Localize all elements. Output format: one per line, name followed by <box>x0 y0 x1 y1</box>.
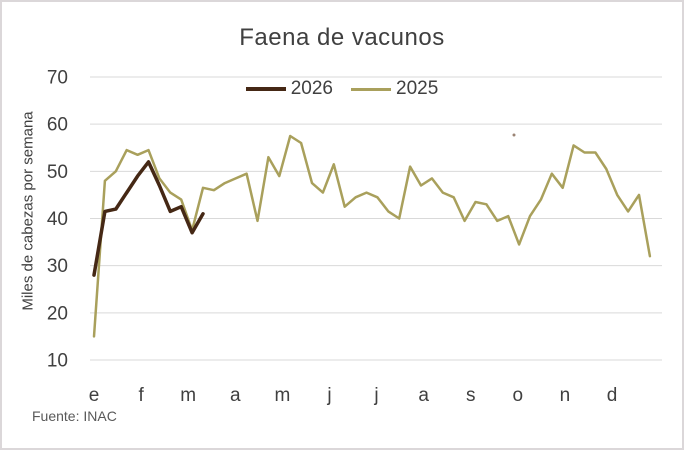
x-month-label-6: j <box>326 385 331 406</box>
y-tick-label-70: 70 <box>47 68 68 89</box>
y-tick-label-60: 60 <box>47 115 68 136</box>
x-month-label-9: s <box>466 385 476 406</box>
legend-line-swatch-2025 <box>351 87 391 91</box>
legend-label-2026: 2026 <box>290 78 333 99</box>
x-month-label-7: j <box>373 385 378 406</box>
x-month-label-3: m <box>180 385 196 406</box>
y-tick-label-50: 50 <box>47 162 68 183</box>
legend-label-2025: 2025 <box>396 78 439 99</box>
x-month-label-4: a <box>230 385 241 406</box>
y-tick-label-20: 20 <box>47 303 68 324</box>
source-note: Fuente: INAC <box>32 408 117 424</box>
legend-item-2025: 2025 <box>351 78 438 100</box>
x-month-label-11: n <box>560 385 571 406</box>
x-month-label-8: a <box>418 385 429 406</box>
y-tick-label-40: 40 <box>47 209 68 230</box>
legend-line-swatch-2026 <box>245 87 286 91</box>
x-month-label-10: o <box>513 385 524 406</box>
legend: 2026 2025 <box>2 78 682 100</box>
series-line-2025 <box>92 134 652 338</box>
y-tick-label-10: 10 <box>47 351 68 372</box>
x-month-label-12: d <box>607 385 618 406</box>
y-tick-label-30: 30 <box>47 256 68 277</box>
series-line-2026 <box>92 160 205 277</box>
legend-item-2026: 2026 <box>245 78 333 100</box>
x-month-label-2: f <box>138 385 144 406</box>
stray-speck <box>512 133 516 137</box>
chart-title: Faena de vacunos <box>239 24 445 51</box>
x-month-label-5: m <box>274 385 290 406</box>
x-month-label-1: e <box>89 385 100 406</box>
